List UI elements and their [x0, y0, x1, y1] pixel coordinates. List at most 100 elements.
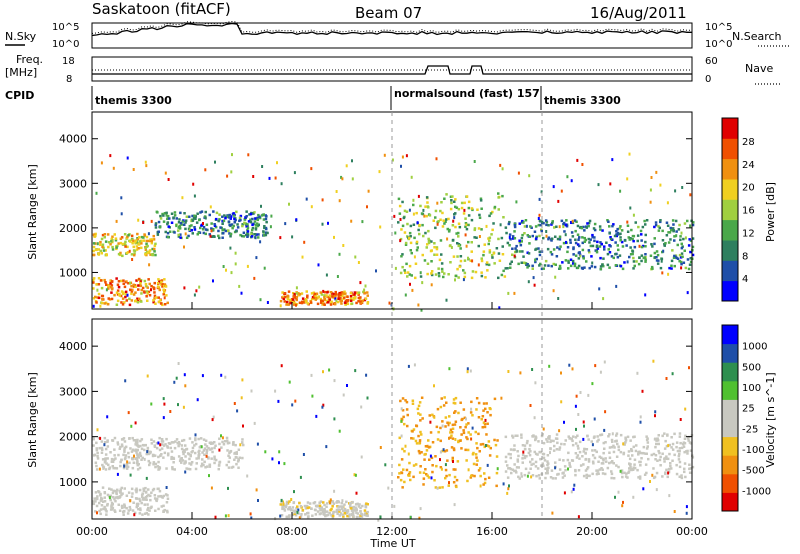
scatter-point [612, 450, 616, 454]
scatter-point [593, 417, 596, 421]
scatter-point [331, 514, 335, 518]
scatter-point [250, 389, 253, 393]
scatter-point [344, 292, 347, 295]
scatter-point [419, 465, 422, 468]
scatter-point [511, 237, 515, 240]
scatter-point [202, 463, 205, 467]
scatter-point [568, 461, 571, 465]
scatter-point [586, 222, 589, 225]
scatter-point [221, 440, 224, 444]
scatter-point [568, 437, 571, 440]
scatter-point [684, 236, 687, 240]
scatter-point [566, 175, 569, 179]
scatter-point [353, 291, 357, 294]
scatter-point [146, 244, 149, 248]
scatter-point [135, 487, 138, 490]
scatter-point [178, 218, 181, 221]
scatter-point [655, 488, 658, 492]
scatter-point [165, 467, 168, 470]
scatter-point [675, 472, 679, 476]
scatter-point [104, 459, 107, 463]
scatter-point [533, 230, 537, 233]
scatter-point [97, 436, 101, 440]
scatter-point [523, 456, 527, 460]
scatter-point [106, 303, 110, 306]
scatter-point [666, 475, 669, 479]
scatter-point [325, 445, 328, 449]
scatter-point [192, 182, 195, 186]
scatter-point [205, 223, 209, 226]
scatter-point [596, 247, 600, 250]
scatter-point [131, 242, 134, 245]
colorbar-tick-label: 28 [742, 137, 755, 148]
scatter-point [166, 301, 169, 305]
scatter-point [491, 228, 494, 232]
scatter-point [405, 210, 409, 213]
scatter-point [99, 499, 103, 502]
scatter-point [201, 228, 205, 231]
scatter-point [400, 255, 403, 258]
scatter-point [467, 240, 470, 244]
scatter-point [626, 224, 630, 227]
scatter-point [547, 466, 550, 470]
cpid-segment-3: themis 3300 [544, 94, 621, 107]
scatter-point [500, 236, 504, 240]
scatter-point [132, 245, 135, 249]
scatter-point [220, 373, 223, 377]
scatter-point [158, 288, 161, 292]
scatter-point [554, 461, 557, 464]
scatter-point [116, 283, 120, 286]
scatter-point [365, 373, 368, 377]
scatter-point [295, 292, 299, 295]
scatter-point [551, 221, 554, 225]
scatter-point [486, 269, 489, 272]
scatter-point [360, 513, 364, 516]
noise-panel-frame [91, 22, 693, 49]
scatter-point [331, 295, 334, 298]
freq-left-tick-bottom: 8 [66, 74, 72, 85]
scatter-point [641, 389, 644, 393]
scatter-point [363, 513, 367, 517]
scatter-point [660, 257, 664, 261]
scatter-point [558, 235, 562, 238]
scatter-point [411, 402, 415, 405]
scatter-point [212, 279, 214, 283]
scatter-point [101, 448, 104, 451]
scatter-point [466, 370, 469, 374]
scatter-point [100, 294, 104, 298]
scatter-point [134, 440, 138, 444]
scatter-point [141, 286, 145, 290]
scatter-point [591, 233, 594, 237]
scatter-point [266, 301, 269, 304]
scatter-point [236, 223, 239, 226]
scatter-point [587, 393, 590, 397]
scatter-point [452, 401, 456, 405]
scatter-point [412, 203, 415, 207]
scatter-point [492, 222, 495, 225]
scatter-point [401, 397, 405, 400]
scatter-point [151, 247, 154, 251]
scatter-point [94, 295, 97, 299]
scatter-point [516, 434, 519, 437]
colorbar-tick-label: 25 [742, 404, 755, 415]
scatter-point [193, 228, 197, 231]
scatter-point [430, 249, 433, 252]
scatter-point [447, 423, 450, 427]
scatter-point [108, 496, 111, 500]
scatter-point [587, 438, 590, 441]
scatter-point [677, 458, 681, 461]
scatter-point [632, 256, 635, 260]
scatter-point [227, 220, 231, 223]
scatter-point [679, 260, 683, 264]
scatter-point [631, 238, 634, 241]
scatter-point [100, 451, 104, 454]
scatter-point [326, 295, 329, 299]
scatter-point [116, 472, 119, 476]
scatter-point [203, 447, 207, 450]
scatter-point [195, 462, 198, 465]
scatter-point [410, 437, 413, 440]
scatter-point [603, 447, 606, 450]
scatter-point [508, 235, 511, 239]
scatter-point [115, 246, 118, 249]
scatter-point [619, 225, 622, 228]
